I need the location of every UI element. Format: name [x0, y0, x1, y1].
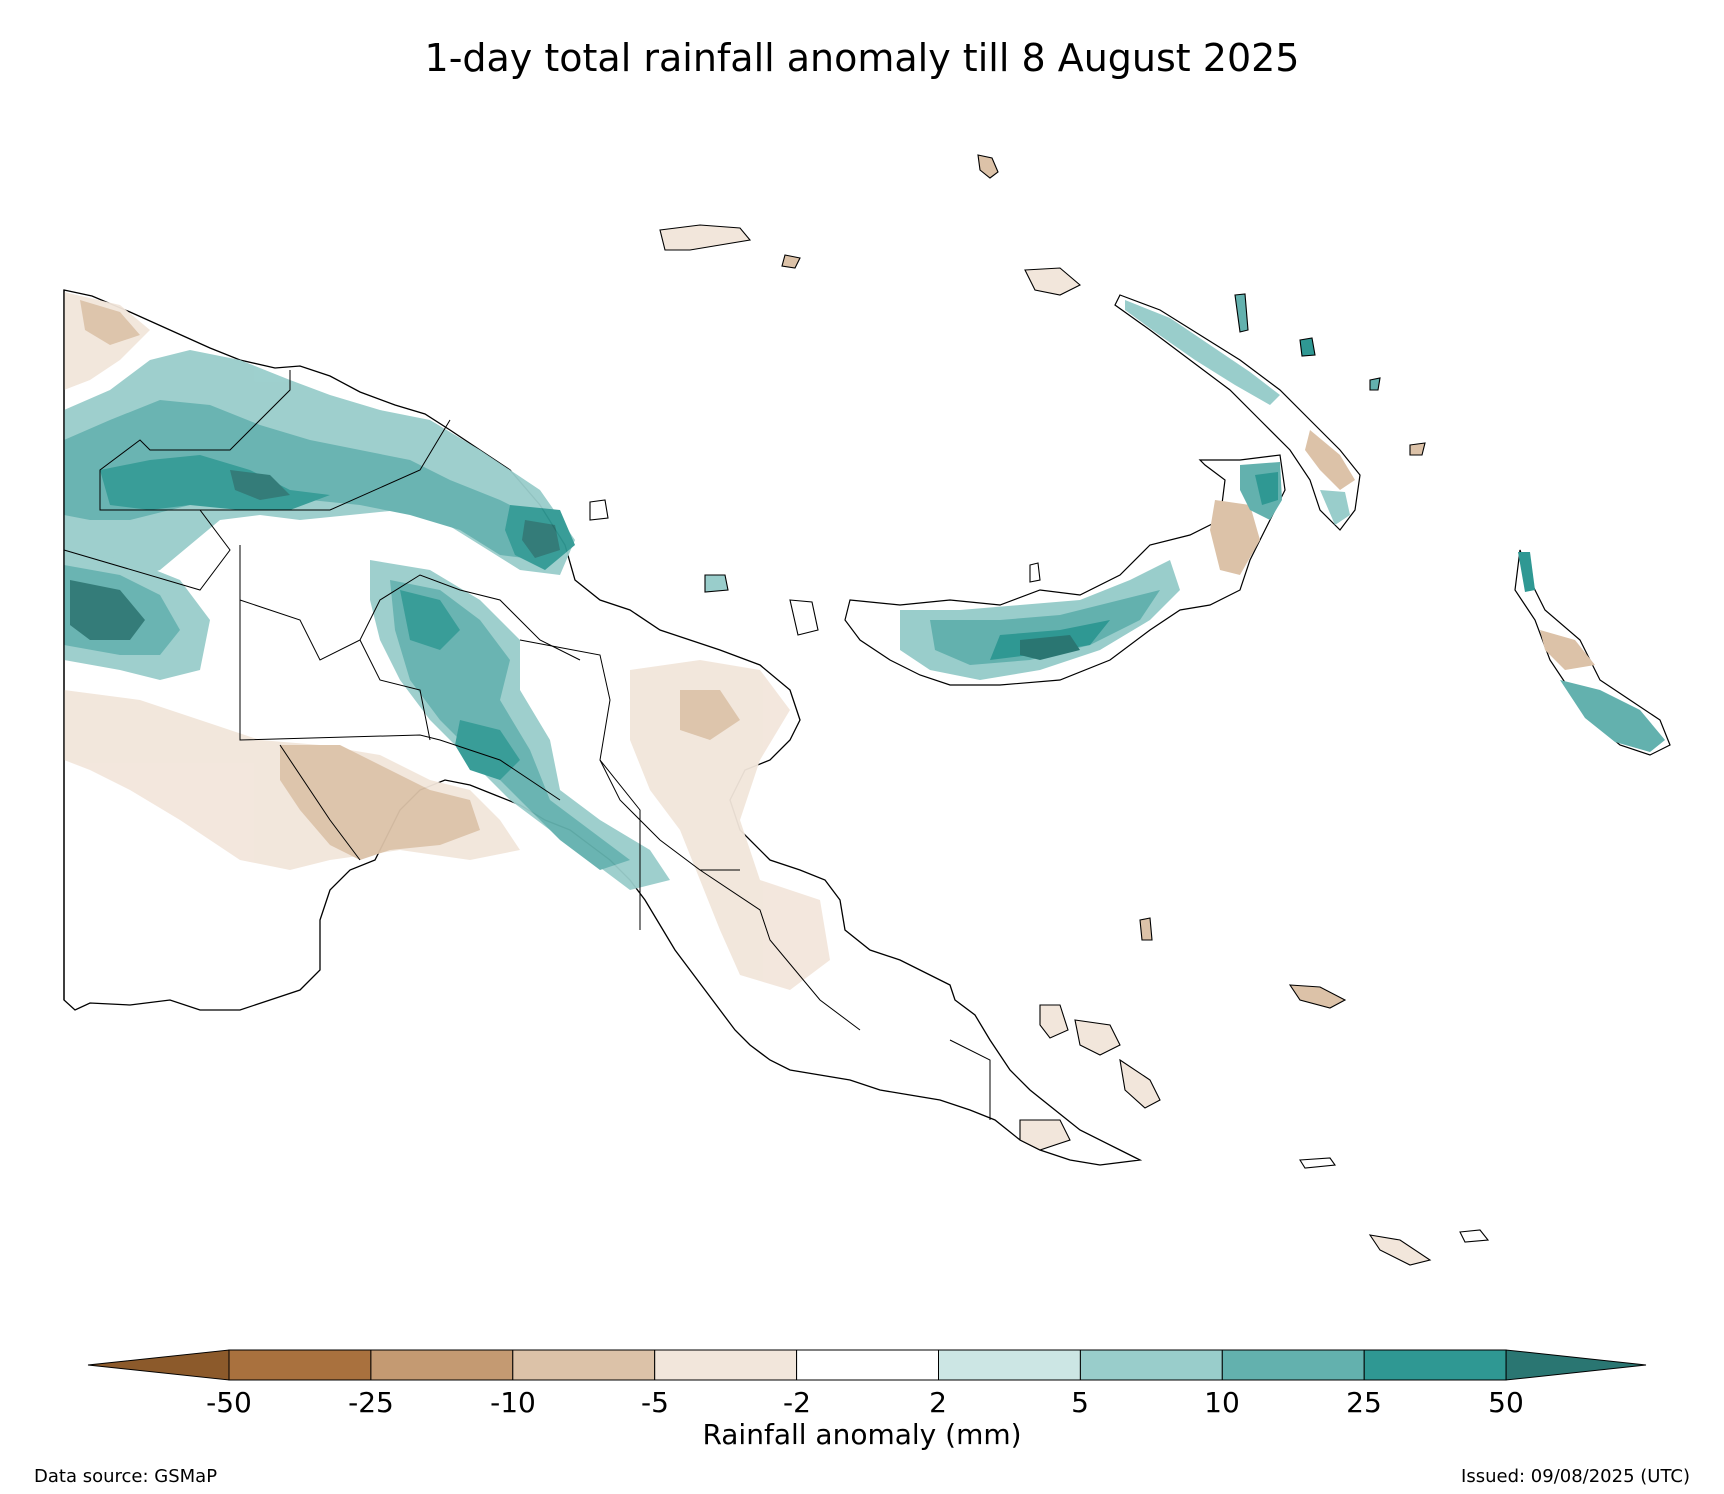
buka-wet: [1518, 552, 1535, 592]
colorbar-swatch: [1079, 1349, 1223, 1381]
wet-region-north-peak: [230, 470, 290, 500]
wet-region-highlands-core: [455, 720, 520, 780]
new-ireland: [1114, 294, 1361, 531]
colorbar-swatch: [370, 1349, 514, 1381]
colorbar-swatch: [654, 1349, 798, 1381]
colorbar-swatch: [1363, 1349, 1507, 1381]
islet-umboi: [789, 599, 819, 636]
tick-label-8: 25: [1346, 1386, 1382, 1419]
province-borders: [63, 370, 991, 1120]
dry-region-east-core: [680, 690, 740, 740]
data-source: Data source: GSMaP: [34, 1466, 218, 1487]
dry-region-east: [630, 660, 830, 990]
wet-region-highlands-mid: [390, 580, 630, 870]
new-britain: [844, 454, 1286, 686]
rossel-island: [1459, 1229, 1490, 1243]
issued-date: Issued: 09/08/2025 (UTC): [1461, 1466, 1690, 1487]
bougainville-wet: [1560, 680, 1665, 752]
border-7: [599, 759, 641, 930]
southeast-islands: [1019, 917, 1490, 1266]
islet-east: [1409, 442, 1426, 456]
border-2: [200, 419, 451, 511]
manus-east-islet: [781, 254, 801, 269]
wet-region-west-core: [70, 580, 145, 640]
tick-label-2: -10: [490, 1386, 536, 1419]
new-britain-wet-peak: [1020, 635, 1080, 660]
northern-islands: [589, 154, 1426, 636]
new-britain-northeast-core: [1255, 472, 1278, 505]
new-britain-wet-mid: [930, 590, 1160, 665]
goodenough-island: [1039, 1004, 1069, 1039]
tick-label-3: -5: [641, 1386, 669, 1419]
colorbar-swatch: [512, 1349, 656, 1381]
colorbar-swatch: [1221, 1349, 1365, 1381]
dry-region-fly: [280, 745, 480, 860]
trobriand-island: [1288, 984, 1347, 1009]
tick-label-4: -2: [783, 1386, 811, 1419]
islet-long: [704, 574, 729, 593]
islet-karkar: [589, 499, 609, 521]
border-4: [239, 574, 581, 661]
new-hanover: [1024, 267, 1081, 296]
mussau-island: [977, 154, 999, 179]
border-6: [519, 639, 740, 871]
tick-label-9: 50: [1488, 1386, 1524, 1419]
colorbar-swatches: [87, 1349, 1647, 1381]
feni-island: [1369, 377, 1381, 391]
colorbar-swatch: [938, 1349, 1081, 1381]
rainfall-map: [63, 154, 1671, 1266]
wet-region-sepik-peak: [522, 520, 560, 558]
tick-label-7: 10: [1204, 1386, 1240, 1419]
border-1: [63, 370, 291, 591]
tick-label-6: 5: [1071, 1386, 1089, 1419]
new-britain-dry: [1210, 500, 1260, 575]
new-ireland-south-wet: [1320, 490, 1350, 525]
tick-label-0: -50: [206, 1386, 252, 1419]
tick-label-5: 2: [929, 1386, 947, 1419]
colorbar-swatch: [228, 1349, 372, 1381]
tabar-island: [1234, 293, 1249, 333]
bougainville-dry: [1540, 630, 1595, 670]
fergusson-island: [1074, 1019, 1121, 1056]
d-entrecasteaux-south: [1019, 1119, 1071, 1151]
colorbar-label: Rainfall anomaly (mm): [702, 1418, 1022, 1451]
wet-region-north-mid: [64, 400, 540, 560]
anomaly-shading: [64, 292, 830, 990]
colorbar-swatch: [796, 1349, 939, 1381]
colorbar-extend-high: [1505, 1349, 1647, 1381]
border-5: [359, 639, 431, 741]
tick-label-1: -25: [348, 1386, 394, 1419]
misima-island: [1299, 1157, 1336, 1169]
new-ireland-dry: [1305, 430, 1355, 490]
bougainville: [1514, 549, 1671, 756]
new-ireland-wet: [1125, 300, 1280, 405]
map-title: 1-day total rainfall anomaly till 8 Augu…: [424, 36, 1300, 80]
woodlark-island: [1139, 917, 1153, 941]
border-9: [949, 1039, 991, 1120]
islet-mid: [1029, 562, 1041, 583]
normanby-island: [1119, 1058, 1161, 1109]
dry-region-northwest-core: [80, 300, 140, 345]
lihir-island: [1299, 337, 1316, 357]
border-8: [699, 869, 861, 1031]
manus-island: [659, 224, 752, 251]
border-10: [279, 744, 361, 861]
wet-region-highlands-core2: [400, 590, 460, 650]
colorbar-extend-low: [87, 1349, 230, 1381]
tagula-island: [1368, 1234, 1432, 1266]
